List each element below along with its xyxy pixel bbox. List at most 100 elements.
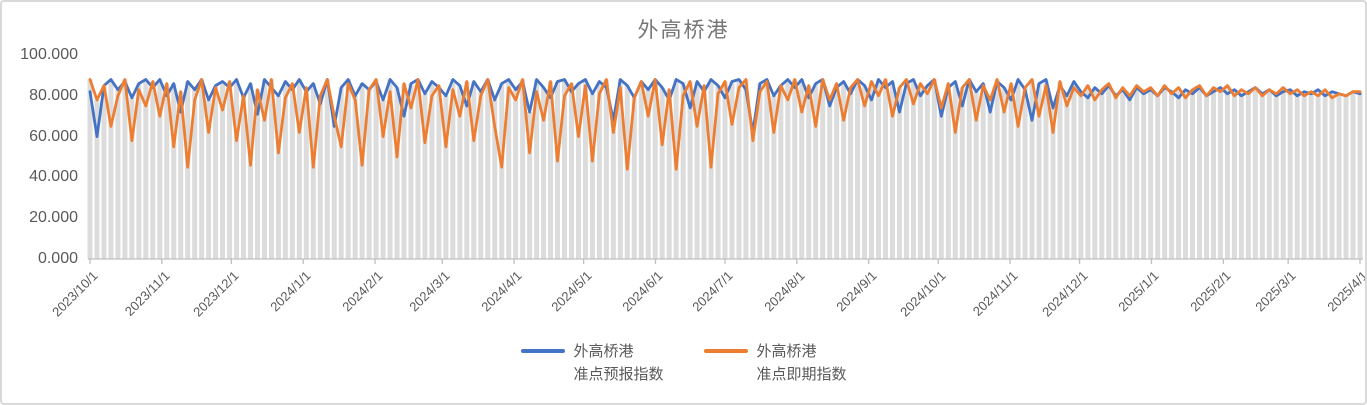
background-bar — [785, 79, 791, 259]
background-bar — [603, 79, 609, 259]
background-bar — [422, 93, 428, 259]
background-bar — [1308, 91, 1314, 259]
background-bar — [527, 112, 533, 260]
background-bar — [973, 91, 979, 259]
background-bar — [1252, 87, 1258, 259]
background-bar — [945, 83, 951, 259]
background-bar — [303, 87, 309, 259]
background-bar — [841, 81, 847, 260]
background-bar — [234, 79, 240, 259]
background-bar — [143, 79, 149, 259]
background-bar — [94, 99, 100, 259]
x-axis-label: 2024/8/1 — [761, 268, 808, 315]
x-axis-label: 2025/1/1 — [1115, 268, 1163, 315]
background-bar — [722, 81, 728, 260]
background-bar — [736, 79, 742, 259]
background-bar — [1141, 91, 1147, 259]
background-bar — [1029, 79, 1035, 259]
background-bar — [478, 91, 484, 259]
x-axis-label: 2024/10/1 — [897, 268, 949, 320]
background-bar — [310, 83, 316, 259]
background-bar — [1238, 89, 1244, 260]
x-axis-label: 2024/7/1 — [689, 268, 736, 315]
background-bar — [492, 99, 498, 259]
x-axis-label: 2024/1/1 — [267, 268, 314, 315]
background-bar — [994, 79, 1000, 259]
background-bar — [1085, 85, 1091, 259]
background-bar — [520, 79, 526, 259]
background-bar — [1315, 89, 1321, 260]
legend-item-spot-index[interactable]: 外高桥港 准点即期指数 — [703, 341, 847, 386]
background-bar — [345, 79, 351, 259]
y-axis-labels: 0.000 20.000 40.000 60.000 80.000 100.000 — [2, 2, 82, 282]
background-bar — [1127, 95, 1133, 259]
background-bar — [317, 95, 323, 259]
background-bar — [359, 83, 365, 259]
background-bar — [1064, 95, 1070, 259]
background-bar — [1183, 89, 1189, 260]
background-bar — [136, 83, 142, 259]
background-bar — [1210, 87, 1216, 259]
background-bar — [408, 83, 414, 259]
background-bar — [750, 132, 756, 259]
background-bar — [1078, 91, 1084, 259]
background-bar — [631, 97, 637, 259]
background-bar — [1036, 83, 1042, 259]
background-bar — [247, 83, 254, 259]
background-bar — [1203, 95, 1209, 259]
x-axis-label: 2025/3/1 — [1252, 268, 1299, 315]
background-bar — [848, 87, 854, 259]
background-bar — [150, 81, 156, 260]
background-bar — [171, 83, 177, 259]
background-bar — [1155, 95, 1161, 259]
legend-label-forecast-line2: 准点预报指数 — [573, 365, 664, 383]
background-bar — [687, 81, 693, 260]
background-bar — [1266, 89, 1272, 260]
background-bar — [771, 95, 777, 259]
x-axis-label: 2023/12/1 — [190, 268, 242, 320]
x-axis-label: 2024/5/1 — [547, 268, 595, 315]
background-bar — [792, 79, 798, 259]
background-bar — [275, 95, 281, 259]
background-bar — [261, 79, 267, 259]
background-bar — [192, 89, 198, 260]
background-bar — [743, 79, 749, 259]
background-bar — [757, 83, 763, 259]
background-bar — [1008, 83, 1014, 259]
background-bar — [1162, 85, 1168, 259]
background-bar — [1057, 81, 1063, 260]
legend-label-spot: 外高桥港 准点即期指数 — [757, 341, 847, 386]
background-bar — [715, 85, 721, 259]
background-bar — [624, 85, 630, 259]
background-bar — [582, 79, 588, 259]
series-line-spot — [88, 78, 1362, 171]
background-bar — [980, 83, 986, 259]
y-axis-label: 80.000 — [29, 86, 78, 104]
background-bar — [1190, 89, 1196, 260]
background-bar — [1071, 81, 1077, 260]
background-bar — [910, 79, 916, 259]
background-bar — [282, 81, 288, 260]
background-bar — [680, 83, 686, 259]
background-bar — [1343, 95, 1349, 259]
background-bar — [443, 95, 449, 259]
background-bar — [764, 79, 770, 259]
x-axis-label: 2025/2/1 — [1187, 268, 1234, 315]
background-bar — [541, 87, 547, 259]
background-bar — [366, 89, 372, 260]
x-axis-label: 2024/4/1 — [478, 268, 525, 315]
background-bar — [415, 79, 421, 259]
background-bar — [206, 99, 212, 259]
background-bar — [1273, 93, 1279, 259]
y-axis-label: 0.000 — [37, 250, 78, 267]
background-bar — [568, 83, 574, 259]
legend-label-forecast-line1: 外高桥港 — [573, 343, 634, 360]
background-bar — [952, 81, 958, 260]
legend-item-forecast-index[interactable]: 外高桥港 准点预报指数 — [520, 341, 664, 386]
background-bar — [869, 81, 875, 260]
background-bar — [1259, 93, 1265, 259]
background-bar — [122, 79, 128, 259]
background-bar — [862, 85, 868, 259]
background-bar — [938, 108, 944, 259]
